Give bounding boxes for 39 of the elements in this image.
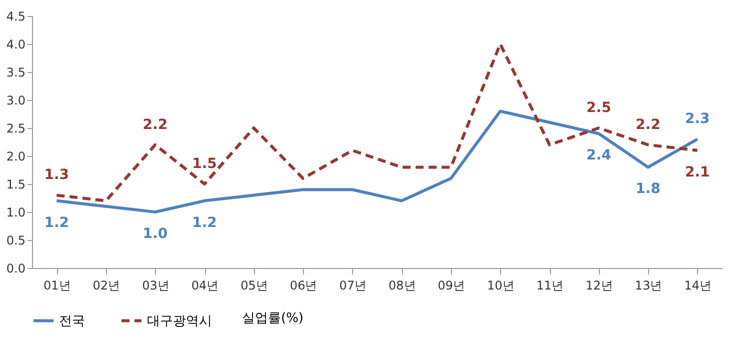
data-label: 1.3 bbox=[44, 167, 70, 184]
x-tick-label: 13년 bbox=[634, 278, 662, 292]
y-tick-label: 3.5 bbox=[6, 66, 26, 80]
legend-title: 실업률(%) bbox=[242, 311, 304, 326]
x-tick-label: 03년 bbox=[142, 278, 170, 292]
data-label: 1.5 bbox=[192, 156, 217, 172]
x-tick-label: 07년 bbox=[339, 278, 366, 292]
legend-label: 대구광역시 bbox=[147, 314, 212, 329]
x-tick-label: 01년 bbox=[44, 278, 71, 292]
data-label: 2.5 bbox=[586, 100, 612, 116]
x-tick-label: 10년 bbox=[487, 278, 514, 292]
x-tick-label: 12년 bbox=[586, 278, 613, 292]
data-label: 1.0 bbox=[142, 226, 168, 242]
data-label: 1.2 bbox=[44, 214, 70, 231]
data-label: 2.1 bbox=[684, 164, 710, 180]
y-tick-label: 1.5 bbox=[6, 178, 26, 192]
x-tick-label: 02년 bbox=[92, 278, 120, 292]
x-tick-label: 09년 bbox=[438, 278, 466, 292]
y-tick-label: 2.5 bbox=[6, 122, 26, 136]
x-tick-label: 06년 bbox=[290, 278, 318, 292]
x-tick-label: 04년 bbox=[191, 278, 219, 292]
y-tick-label: 4.0 bbox=[6, 38, 26, 52]
x-tick-label: 11년 bbox=[536, 278, 564, 292]
data-label: 1.2 bbox=[192, 214, 217, 231]
x-tick-label: 14년 bbox=[684, 278, 712, 292]
y-tick-label: 0.5 bbox=[6, 234, 26, 248]
data-label: 2.4 bbox=[586, 148, 612, 164]
x-tick-label: 05년 bbox=[240, 278, 268, 292]
data-label: 1.8 bbox=[636, 181, 660, 198]
x-tick-label: 08년 bbox=[388, 278, 416, 292]
data-label: 2.2 bbox=[142, 116, 168, 133]
y-tick-label: 2.0 bbox=[6, 150, 26, 164]
y-tick-label: 0.0 bbox=[6, 262, 26, 276]
y-tick-label: 1.0 bbox=[6, 206, 26, 220]
data-label: 2.2 bbox=[636, 116, 660, 133]
data-label: 2.3 bbox=[684, 111, 710, 128]
legend-label: 전국 bbox=[59, 314, 85, 329]
y-tick-label: 4.5 bbox=[6, 10, 26, 24]
y-tick-label: 3.0 bbox=[6, 94, 26, 108]
